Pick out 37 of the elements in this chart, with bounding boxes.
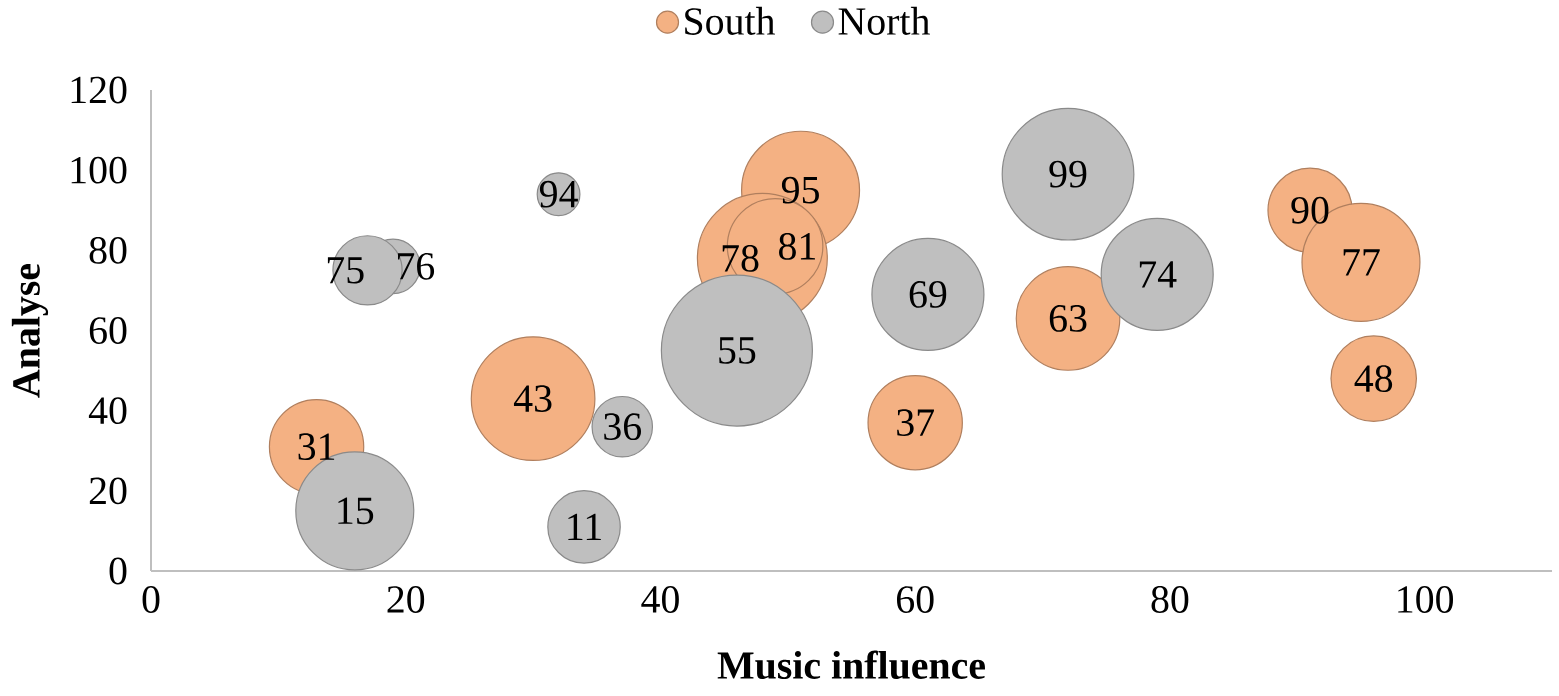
y-tick-label: 0: [109, 557, 127, 585]
x-tick-label: 80: [1151, 586, 1189, 613]
x-tick-label: 20: [387, 586, 425, 613]
data-label: 81: [779, 232, 815, 260]
y-tick-label: 20: [89, 477, 127, 505]
data-label: 63: [1049, 305, 1087, 332]
y-tick-label: 60: [89, 317, 127, 344]
x-tick-label: 100: [1398, 586, 1454, 613]
y-tick-label: 40: [88, 397, 127, 425]
data-label: 95: [781, 176, 819, 204]
y-tick-label: 80: [89, 236, 127, 264]
data-label: 36: [604, 413, 641, 441]
y-tick-label: 120: [71, 76, 127, 104]
data-label: 78: [722, 244, 759, 272]
x-tick-label: 0: [142, 586, 160, 613]
data-label: 37: [897, 409, 934, 437]
data-label: 31: [298, 433, 335, 461]
x-tick-label: 60: [896, 586, 934, 613]
x-axis-title: Music influence: [717, 650, 985, 680]
data-label: 43: [513, 385, 552, 413]
data-label: 11: [568, 513, 601, 541]
data-label: 74: [1139, 261, 1177, 288]
data-label: 69: [909, 281, 947, 308]
data-label: 76: [398, 252, 435, 280]
data-label: 94: [539, 180, 578, 208]
legend-label: South: [685, 6, 775, 35]
y-tick-label: 100: [71, 156, 127, 184]
data-label: 15: [338, 497, 374, 525]
data-label: 90: [1291, 196, 1329, 224]
data-label: 48: [1354, 365, 1393, 393]
data-label: 55: [719, 337, 756, 364]
data-label: 99: [1049, 160, 1087, 188]
legend-label: North: [838, 6, 930, 35]
y-axis-title: Analyse: [11, 264, 49, 398]
data-label: 75: [327, 257, 364, 284]
data-label: 77: [1343, 249, 1380, 276]
x-tick-label: 40: [641, 586, 679, 613]
